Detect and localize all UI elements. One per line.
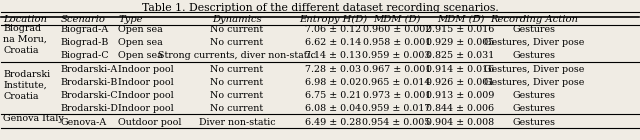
Text: Biograd-B: Biograd-B <box>61 38 109 47</box>
Text: 7.28 ± 0.03: 7.28 ± 0.03 <box>305 65 361 74</box>
Text: 0.954 ± 0.005: 0.954 ± 0.005 <box>362 117 431 127</box>
Text: No current: No current <box>211 25 264 34</box>
Text: Location: Location <box>3 15 47 24</box>
Text: Brodarski-A: Brodarski-A <box>61 65 118 74</box>
Text: No current: No current <box>211 38 264 47</box>
Text: 6.98 ± 0.02: 6.98 ± 0.02 <box>305 78 361 87</box>
Text: Brodarski-D: Brodarski-D <box>61 103 118 113</box>
Text: 0.965 ± 0.014: 0.965 ± 0.014 <box>362 78 431 87</box>
Text: 0.929 ± 0.005: 0.929 ± 0.005 <box>426 38 495 47</box>
Text: 0.926 ± 0.001: 0.926 ± 0.001 <box>426 78 495 87</box>
Text: 0.825 ± 0.031: 0.825 ± 0.031 <box>426 51 495 60</box>
Text: Genova-A: Genova-A <box>61 117 107 127</box>
Text: Dynamics: Dynamics <box>212 15 262 24</box>
Text: Scenario: Scenario <box>61 15 106 24</box>
Text: 0.960 ± 0.002: 0.960 ± 0.002 <box>362 25 431 34</box>
Text: Biograd-A: Biograd-A <box>61 25 109 34</box>
Text: Indoor pool: Indoor pool <box>118 91 174 100</box>
Text: Strong currents, diver non-static: Strong currents, diver non-static <box>158 51 316 60</box>
Text: Diver non-static: Diver non-static <box>198 117 275 127</box>
Text: Indoor pool: Indoor pool <box>118 78 174 87</box>
Text: No current: No current <box>211 91 264 100</box>
Text: 6.62 ± 0.14: 6.62 ± 0.14 <box>305 38 361 47</box>
Text: Genova Italy: Genova Italy <box>3 114 64 123</box>
Text: 0.958 ± 0.001: 0.958 ± 0.001 <box>362 38 431 47</box>
Text: 6.75 ± 0.21: 6.75 ± 0.21 <box>305 91 361 100</box>
Text: MDM (D̅): MDM (D̅) <box>437 15 484 24</box>
Text: Recording Action: Recording Action <box>490 15 578 24</box>
Text: 0.914 ± 0.016: 0.914 ± 0.016 <box>426 65 495 74</box>
Text: 0.913 ± 0.009: 0.913 ± 0.009 <box>426 91 495 100</box>
Text: 6.08 ± 0.04: 6.08 ± 0.04 <box>305 103 361 113</box>
Text: 0.915 ± 0.016: 0.915 ± 0.016 <box>426 25 495 34</box>
Text: Open sea: Open sea <box>118 38 163 47</box>
Text: 0.959 ± 0.017: 0.959 ± 0.017 <box>362 103 431 113</box>
Text: Brodarski-C: Brodarski-C <box>61 91 118 100</box>
Text: No current: No current <box>211 78 264 87</box>
Text: Gestures: Gestures <box>513 91 556 100</box>
Text: Indoor pool: Indoor pool <box>118 103 174 113</box>
Text: No current: No current <box>211 103 264 113</box>
Text: Gestures, Diver pose: Gestures, Diver pose <box>484 38 584 47</box>
Text: Type: Type <box>118 15 143 24</box>
Text: Gestures: Gestures <box>513 25 556 34</box>
Text: 0.967 ± 0.001: 0.967 ± 0.001 <box>362 65 431 74</box>
Text: Table 1. Description of the different dataset recording scenarios.: Table 1. Description of the different da… <box>141 4 499 13</box>
Text: 7.06 ± 0.12: 7.06 ± 0.12 <box>305 25 361 34</box>
Text: Open sea: Open sea <box>118 25 163 34</box>
Text: Biograd-C: Biograd-C <box>61 51 109 60</box>
Text: 7.14 ± 0.13: 7.14 ± 0.13 <box>305 51 361 60</box>
Text: Gestures: Gestures <box>513 117 556 127</box>
Text: Gestures, Diver pose: Gestures, Diver pose <box>484 78 584 87</box>
Text: Gestures: Gestures <box>513 51 556 60</box>
Text: Brodarski
Institute,
Croatia: Brodarski Institute, Croatia <box>3 70 51 101</box>
Text: No current: No current <box>211 65 264 74</box>
Text: 0.973 ± 0.001: 0.973 ± 0.001 <box>362 91 431 100</box>
Text: 0.959 ± 0.003: 0.959 ± 0.003 <box>362 51 431 60</box>
Text: Entropy H(D): Entropy H(D) <box>299 15 367 24</box>
Text: Indoor pool: Indoor pool <box>118 65 174 74</box>
Text: 0.844 ± 0.006: 0.844 ± 0.006 <box>426 103 495 113</box>
Text: Biograd
na Moru,
Croatia: Biograd na Moru, Croatia <box>3 24 47 55</box>
Text: Brodarski-B: Brodarski-B <box>61 78 118 87</box>
Text: 6.49 ± 0.28: 6.49 ± 0.28 <box>305 117 361 127</box>
Text: Gestures, Diver pose: Gestures, Diver pose <box>484 65 584 74</box>
Text: Gestures: Gestures <box>513 103 556 113</box>
Text: Open sea: Open sea <box>118 51 163 60</box>
Text: 0.904 ± 0.008: 0.904 ± 0.008 <box>426 117 495 127</box>
Text: MDM (D): MDM (D) <box>373 15 420 24</box>
Text: Outdoor pool: Outdoor pool <box>118 117 182 127</box>
